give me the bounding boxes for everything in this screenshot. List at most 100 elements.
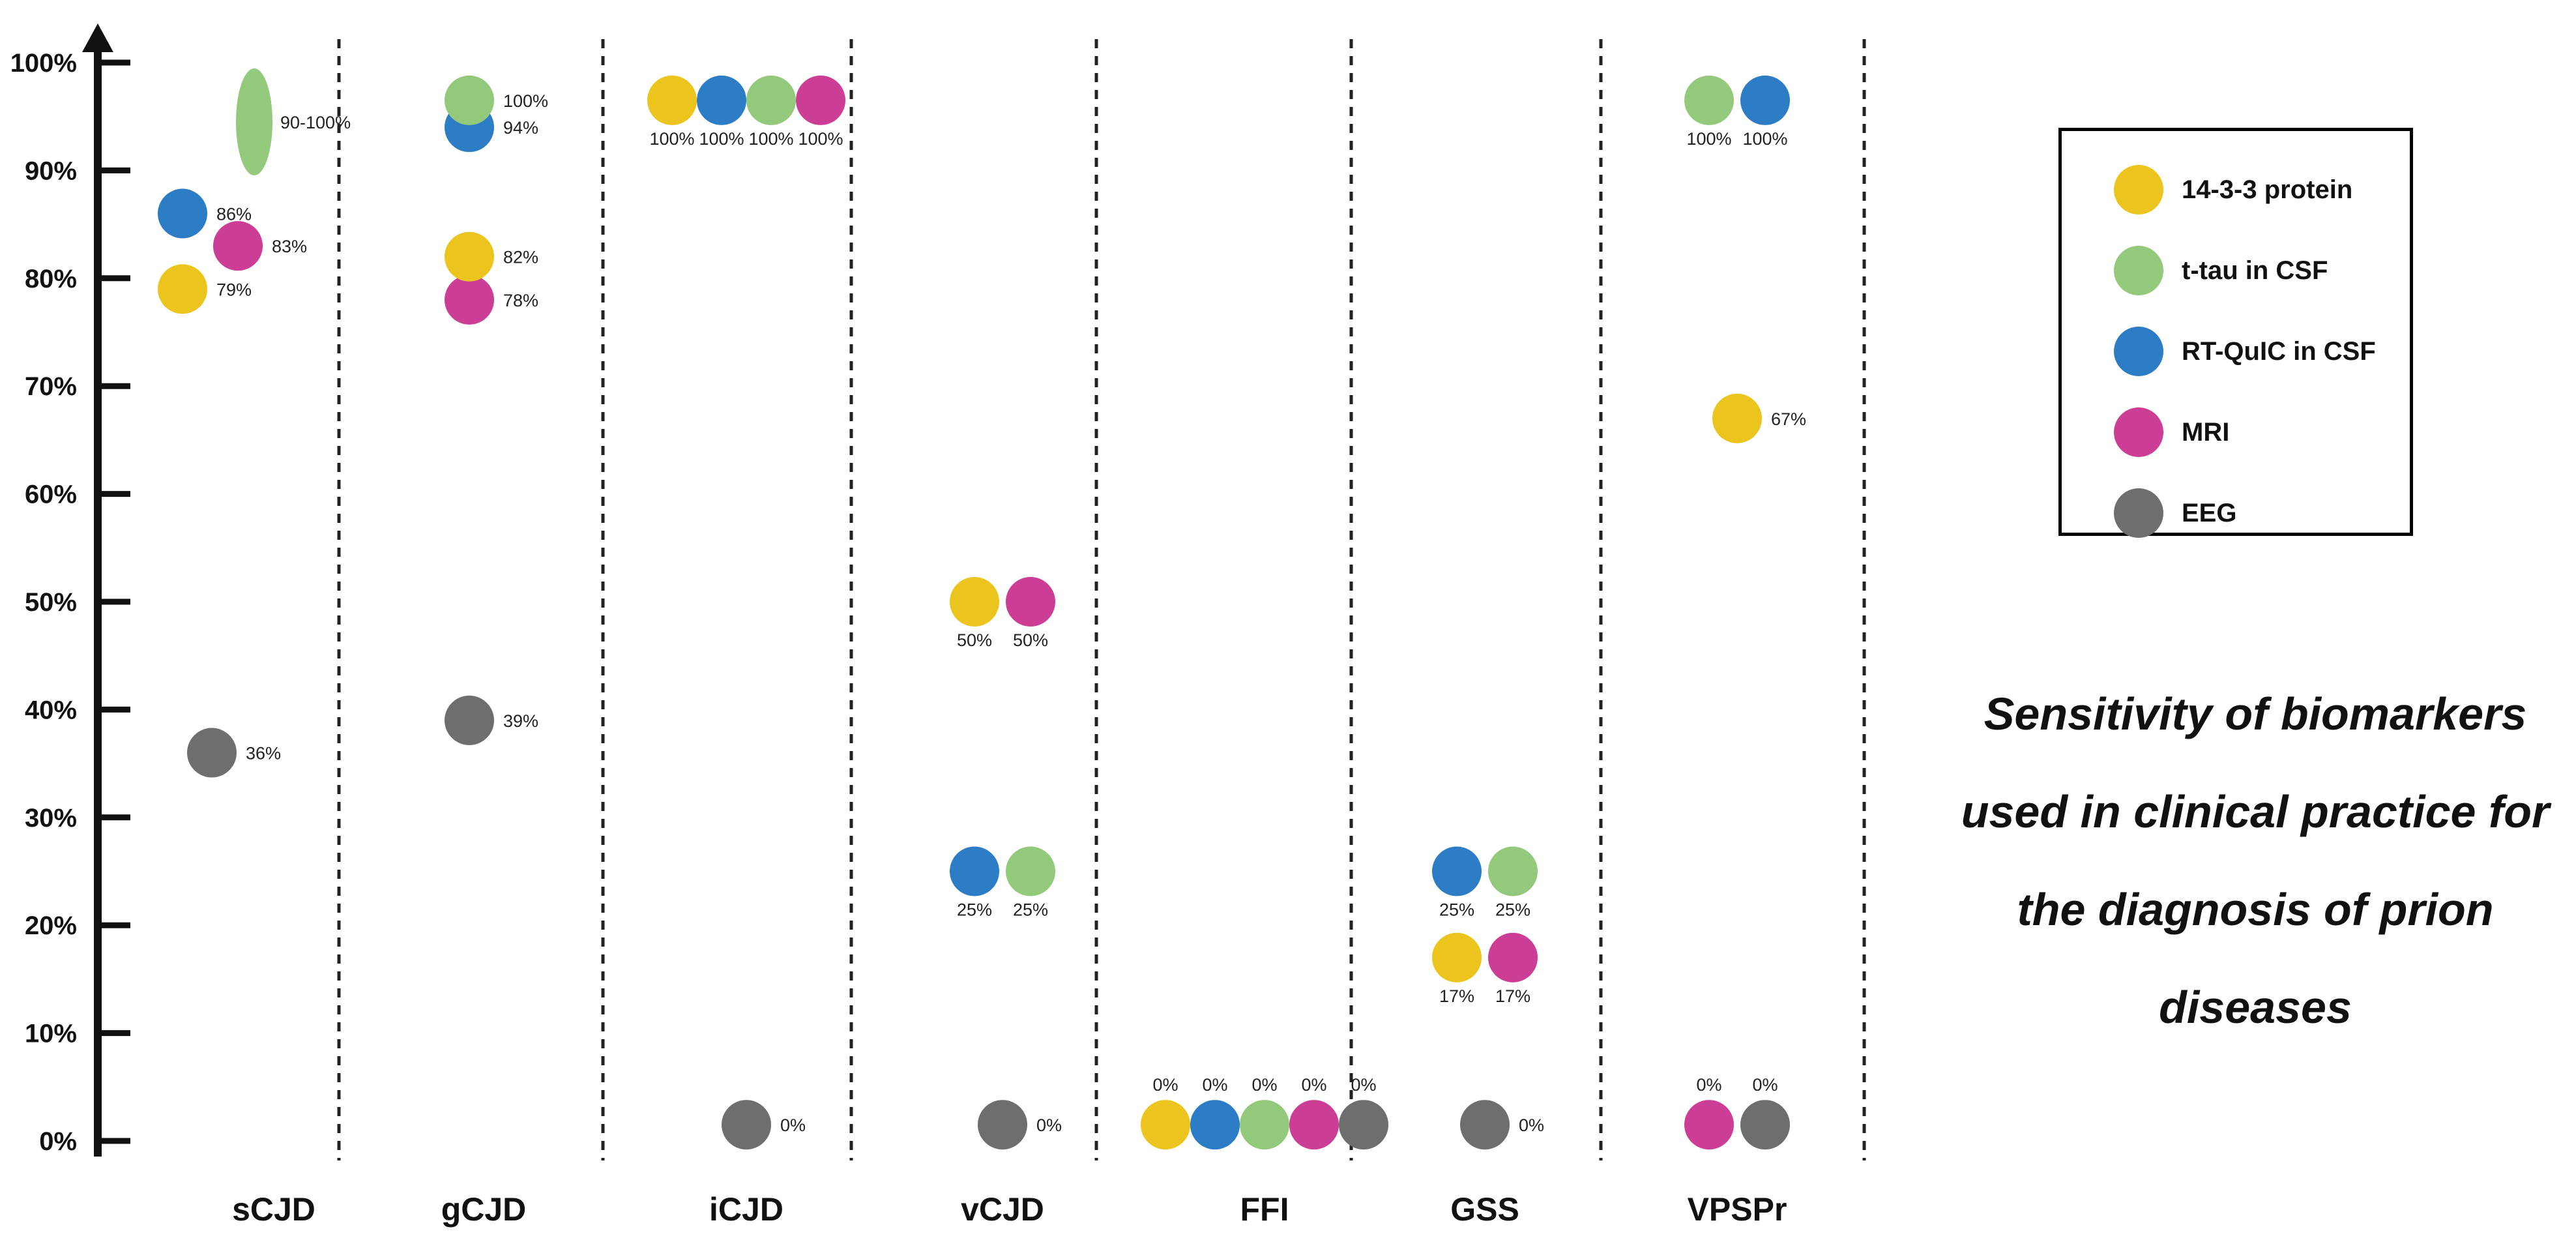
chart-title: Sensitivity of biomarkers used in clinic… [1961, 688, 2550, 1033]
point-ffi-eeg [1339, 1100, 1388, 1150]
point-label-icjd-protein1433: 100% [649, 129, 694, 149]
y-tick-label-70: 70% [25, 372, 77, 401]
point-label-vpspr-mri: 0% [1696, 1075, 1721, 1095]
legend-label-14-3-3-protein: 14-3-3 protein [2182, 175, 2353, 204]
point-label-gcjd-eeg: 39% [503, 711, 538, 731]
point-icjd-protein1433 [647, 75, 697, 125]
legend-label-eeg: EEG [2182, 498, 2237, 527]
point-vpspr-rtquic [1740, 75, 1790, 125]
point-label-gcjd-ttau: 100% [503, 91, 548, 111]
point-label-gcjd-protein1433: 82% [503, 248, 538, 267]
point-gss-protein1433 [1432, 932, 1482, 982]
point-vpspr-mri [1684, 1100, 1734, 1150]
point-scjd-ttau [236, 68, 272, 175]
point-icjd-ttau [746, 75, 796, 125]
category-label-icjd: iCJD [709, 1191, 783, 1228]
point-label-vcjd-protein1433: 50% [957, 630, 992, 650]
legend-label-mri: MRI [2182, 417, 2230, 447]
legend-item-rt-quic: RT-QuIC in CSF [2114, 325, 2376, 377]
point-vcjd-rtquic [950, 846, 999, 896]
legend-swatch-eeg [2114, 488, 2163, 538]
point-label-vcjd-mri: 50% [1013, 630, 1048, 650]
point-ffi-mri [1289, 1100, 1339, 1150]
legend-label-t-tau: t-tau in CSF [2182, 256, 2328, 285]
point-label-scjd-rtquic: 86% [216, 205, 252, 224]
point-vpspr-eeg [1740, 1100, 1790, 1150]
point-label-vpspr-rtquic: 100% [1742, 129, 1787, 149]
point-ffi-rtquic [1190, 1100, 1240, 1150]
point-label-ffi-rtquic: 0% [1202, 1075, 1227, 1095]
point-label-vpspr-ttau: 100% [1686, 129, 1731, 149]
category-label-vpspr: VPSPr [1688, 1191, 1787, 1228]
legend-item-mri: MRI [2114, 406, 2229, 458]
point-scjd-rtquic [158, 188, 207, 239]
point-label-vcjd-eeg: 0% [1036, 1115, 1062, 1135]
point-label-ffi-ttau: 0% [1251, 1075, 1277, 1095]
legend-item-14-3-3-protein: 14-3-3 protein [2114, 164, 2352, 216]
point-label-gss-protein1433: 17% [1439, 986, 1474, 1006]
point-scjd-eeg [187, 728, 237, 778]
point-vcjd-mri [1006, 577, 1055, 627]
category-label-gss: GSS [1450, 1191, 1519, 1228]
point-label-icjd-mri: 100% [798, 129, 843, 149]
y-tick-label-50: 50% [25, 588, 77, 617]
point-label-gcjd-mri: 78% [503, 291, 538, 310]
y-tick-label-20: 20% [25, 911, 77, 940]
point-ffi-protein1433 [1141, 1100, 1190, 1150]
point-gss-eeg [1460, 1100, 1510, 1150]
point-gcjd-eeg [445, 695, 494, 745]
category-label-ffi: FFI [1240, 1191, 1289, 1228]
point-gcjd-ttau [445, 75, 494, 125]
category-label-scjd: sCJD [232, 1191, 315, 1228]
point-scjd-mri [213, 221, 263, 271]
y-tick-label-60: 60% [25, 480, 77, 509]
point-vcjd-ttau [1006, 846, 1055, 896]
point-label-gss-mri: 17% [1495, 986, 1530, 1006]
point-label-gss-ttau: 25% [1495, 900, 1530, 920]
category-label-gcjd: gCJD [441, 1191, 527, 1228]
point-gcjd-protein1433 [445, 231, 494, 282]
point-gss-mri [1488, 932, 1538, 982]
point-label-ffi-protein1433: 0% [1152, 1075, 1178, 1095]
legend-item-eeg: EEG [2114, 487, 2236, 539]
point-label-scjd-ttau: 90-100% [280, 113, 351, 132]
point-gss-rtquic [1432, 846, 1482, 896]
y-tick-label-0: 0% [39, 1127, 77, 1156]
point-icjd-rtquic [697, 75, 746, 125]
point-label-icjd-rtquic: 100% [699, 129, 744, 149]
legend-swatch-14-3-3-protein [2114, 165, 2163, 214]
point-label-ffi-eeg: 0% [1351, 1075, 1376, 1095]
point-gcjd-mri [445, 274, 494, 325]
y-tick-label-30: 30% [25, 804, 77, 833]
point-label-icjd-ttau: 100% [748, 129, 793, 149]
point-label-vcjd-ttau: 25% [1013, 900, 1048, 920]
chart-legend: 14-3-3 protein t-tau in CSF RT-QuIC in C… [2058, 128, 2413, 539]
legend-item-t-tau: t-tau in CSF [2114, 244, 2328, 297]
y-tick-label-40: 40% [25, 696, 77, 724]
y-tick-label-90: 90% [25, 156, 77, 185]
point-label-vpspr-protein1433: 67% [1771, 409, 1806, 429]
category-label-vcjd: vCJD [961, 1191, 1044, 1228]
point-icjd-mri [796, 75, 845, 125]
point-ffi-ttau [1240, 1100, 1289, 1150]
point-vpspr-ttau [1684, 75, 1734, 125]
point-label-scjd-mri: 83% [272, 237, 307, 256]
point-label-icjd-eeg: 0% [780, 1115, 806, 1135]
point-gss-ttau [1488, 846, 1538, 896]
point-icjd-eeg [722, 1100, 771, 1150]
point-label-gss-rtquic: 25% [1439, 900, 1474, 920]
point-vcjd-protein1433 [950, 577, 999, 627]
y-tick-label-10: 10% [25, 1020, 77, 1048]
y-axis-arrow [82, 23, 113, 52]
legend-swatch-t-tau [2114, 246, 2163, 295]
point-label-ffi-mri: 0% [1301, 1075, 1326, 1095]
legend-label-rt-quic: RT-QuIC in CSF [2182, 336, 2376, 366]
point-scjd-protein1433 [158, 264, 207, 314]
y-tick-label-80: 80% [25, 265, 77, 293]
legend-swatch-mri [2114, 407, 2163, 457]
point-label-scjd-eeg: 36% [246, 744, 281, 763]
y-tick-label-100: 100% [10, 49, 77, 78]
point-label-vcjd-rtquic: 25% [957, 900, 992, 920]
point-vpspr-protein1433 [1712, 393, 1762, 443]
